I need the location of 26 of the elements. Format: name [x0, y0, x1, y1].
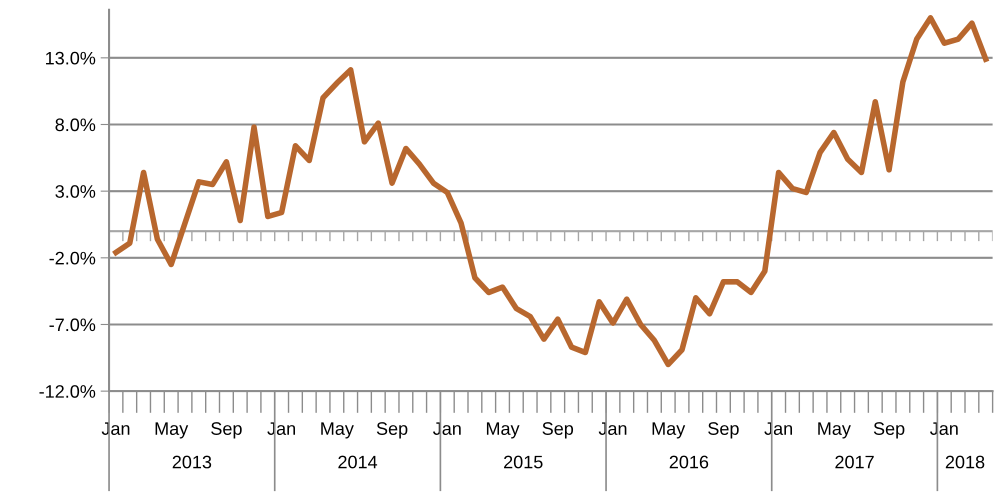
text: 2015 — [504, 456, 543, 468]
x-tick-label: Jan — [102, 422, 130, 435]
text: 2018 — [946, 456, 984, 468]
text: 2014 — [338, 456, 378, 468]
x-tick-label: Jan — [433, 422, 461, 435]
text: 2017 — [835, 456, 874, 468]
x-tick-label: May — [156, 422, 188, 439]
x-tick-label: Sep — [708, 422, 739, 439]
x-tick-label: Jan — [598, 422, 626, 435]
x-tick-label: Sep — [211, 422, 242, 439]
x-tick-label: May — [818, 422, 851, 439]
x-tick-label: May — [486, 422, 520, 439]
x-tick-label: Sep — [874, 422, 904, 439]
y-tick-label: -7.0% — [49, 318, 96, 332]
text: 2013 — [172, 456, 212, 468]
x-tick-label: Sep — [376, 422, 408, 439]
y-tick-label: 3.0% — [55, 185, 96, 198]
y-tick-label: -2.0% — [49, 252, 96, 265]
y-tick-label: -12.0% — [39, 385, 96, 398]
text: 2016 — [670, 456, 708, 468]
x-tick-label: May — [652, 422, 686, 439]
y-tick-label: 13.0% — [46, 52, 96, 65]
x-tick-label: Sep — [542, 422, 574, 439]
y-tick-label: 8.0% — [55, 118, 96, 132]
x-tick-label: Jan — [930, 422, 958, 435]
x-tick-label: May — [321, 422, 354, 439]
